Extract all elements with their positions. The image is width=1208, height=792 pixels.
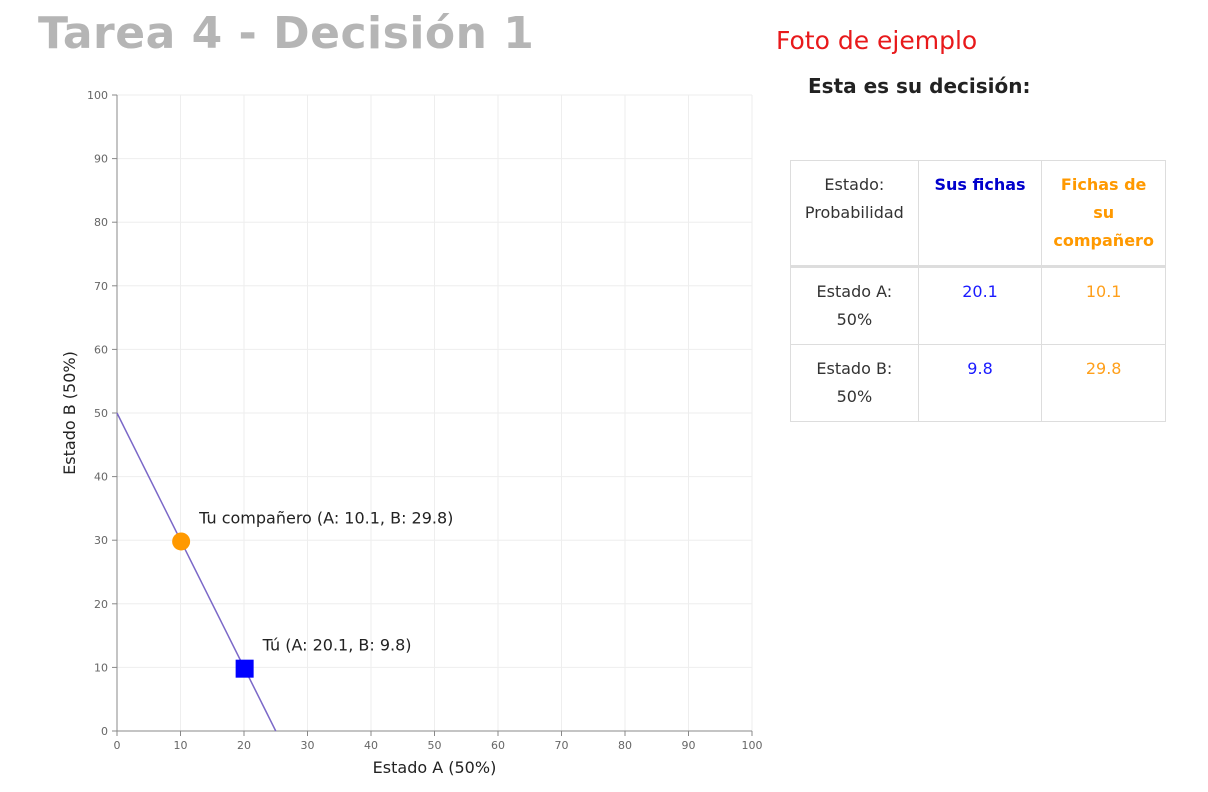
header-own-tokens: Sus fichas xyxy=(917,160,1043,268)
x-tick-label: 50 xyxy=(428,739,442,752)
partner-point xyxy=(172,532,191,551)
row-state-a: Estado A: 50% xyxy=(790,266,919,345)
y-tick-label: 0 xyxy=(101,725,108,738)
own-point xyxy=(235,659,254,678)
y-tick-label: 50 xyxy=(94,407,108,420)
x-tick-label: 80 xyxy=(618,739,632,752)
table-header-row: Estado: Probabilidad Sus fichas Fichas d… xyxy=(790,160,1166,268)
x-tick-label: 70 xyxy=(555,739,569,752)
x-tick-label: 0 xyxy=(114,739,121,752)
header-partner-tokens: Fichas de su compañero xyxy=(1041,160,1166,268)
decision-table: Estado: Probabilidad Sus fichas Fichas d… xyxy=(790,160,1166,422)
header-state: Estado: Probabilidad xyxy=(790,160,919,268)
x-tick-label: 30 xyxy=(301,739,315,752)
own-point-label: Tú (A: 20.1, B: 9.8) xyxy=(262,636,412,655)
chart-svg: 0 10 20 30 40 50 60 70 80 90 100 0 10 20 30 40 50 60 70 80 9… xyxy=(60,89,763,777)
y-tick-label: 30 xyxy=(94,534,108,547)
x-tick-label: 100 xyxy=(742,739,763,752)
row-state-b: Estado B: 50% xyxy=(790,344,919,422)
y-tick-label: 80 xyxy=(94,216,108,229)
y-tick-label: 70 xyxy=(94,280,108,293)
table-row: Estado A: 50% 20.1 10.1 xyxy=(790,266,1166,345)
decision-chart: 0 10 20 30 40 50 60 70 80 90 100 0 10 20 30 40 50 60 70 80 9… xyxy=(60,89,763,777)
partner-point-label: Tu compañero (A: 10.1, B: 29.8) xyxy=(198,508,453,527)
budget-line xyxy=(116,412,277,732)
x-tick-label: 20 xyxy=(237,739,251,752)
y-tick-label: 60 xyxy=(94,343,108,356)
y-tick-label: 40 xyxy=(94,471,108,484)
table-row: Estado B: 50% 9.8 29.8 xyxy=(790,344,1166,422)
y-tick-label: 100 xyxy=(87,89,108,102)
page-title: Tarea 4 - Decisión 1 xyxy=(38,8,535,59)
decision-heading: Esta es su decisión: xyxy=(808,74,1031,98)
x-axis-title: Estado A (50%) xyxy=(373,758,497,777)
x-tick-label: 90 xyxy=(682,739,696,752)
row-state-a-own: 20.1 xyxy=(917,266,1043,345)
y-axis-title: Estado B (50%) xyxy=(60,351,79,475)
row-state-b-own: 9.8 xyxy=(917,344,1043,422)
sample-photo-label: Foto de ejemplo xyxy=(776,26,978,55)
row-state-b-partner: 29.8 xyxy=(1041,344,1166,422)
x-tick-label: 60 xyxy=(491,739,505,752)
y-tick-label: 10 xyxy=(94,661,108,674)
y-tick-label: 20 xyxy=(94,598,108,611)
x-tick-label: 40 xyxy=(364,739,378,752)
y-tick-label: 90 xyxy=(94,153,108,166)
x-tick-label: 10 xyxy=(174,739,188,752)
row-state-a-partner: 10.1 xyxy=(1041,266,1166,345)
